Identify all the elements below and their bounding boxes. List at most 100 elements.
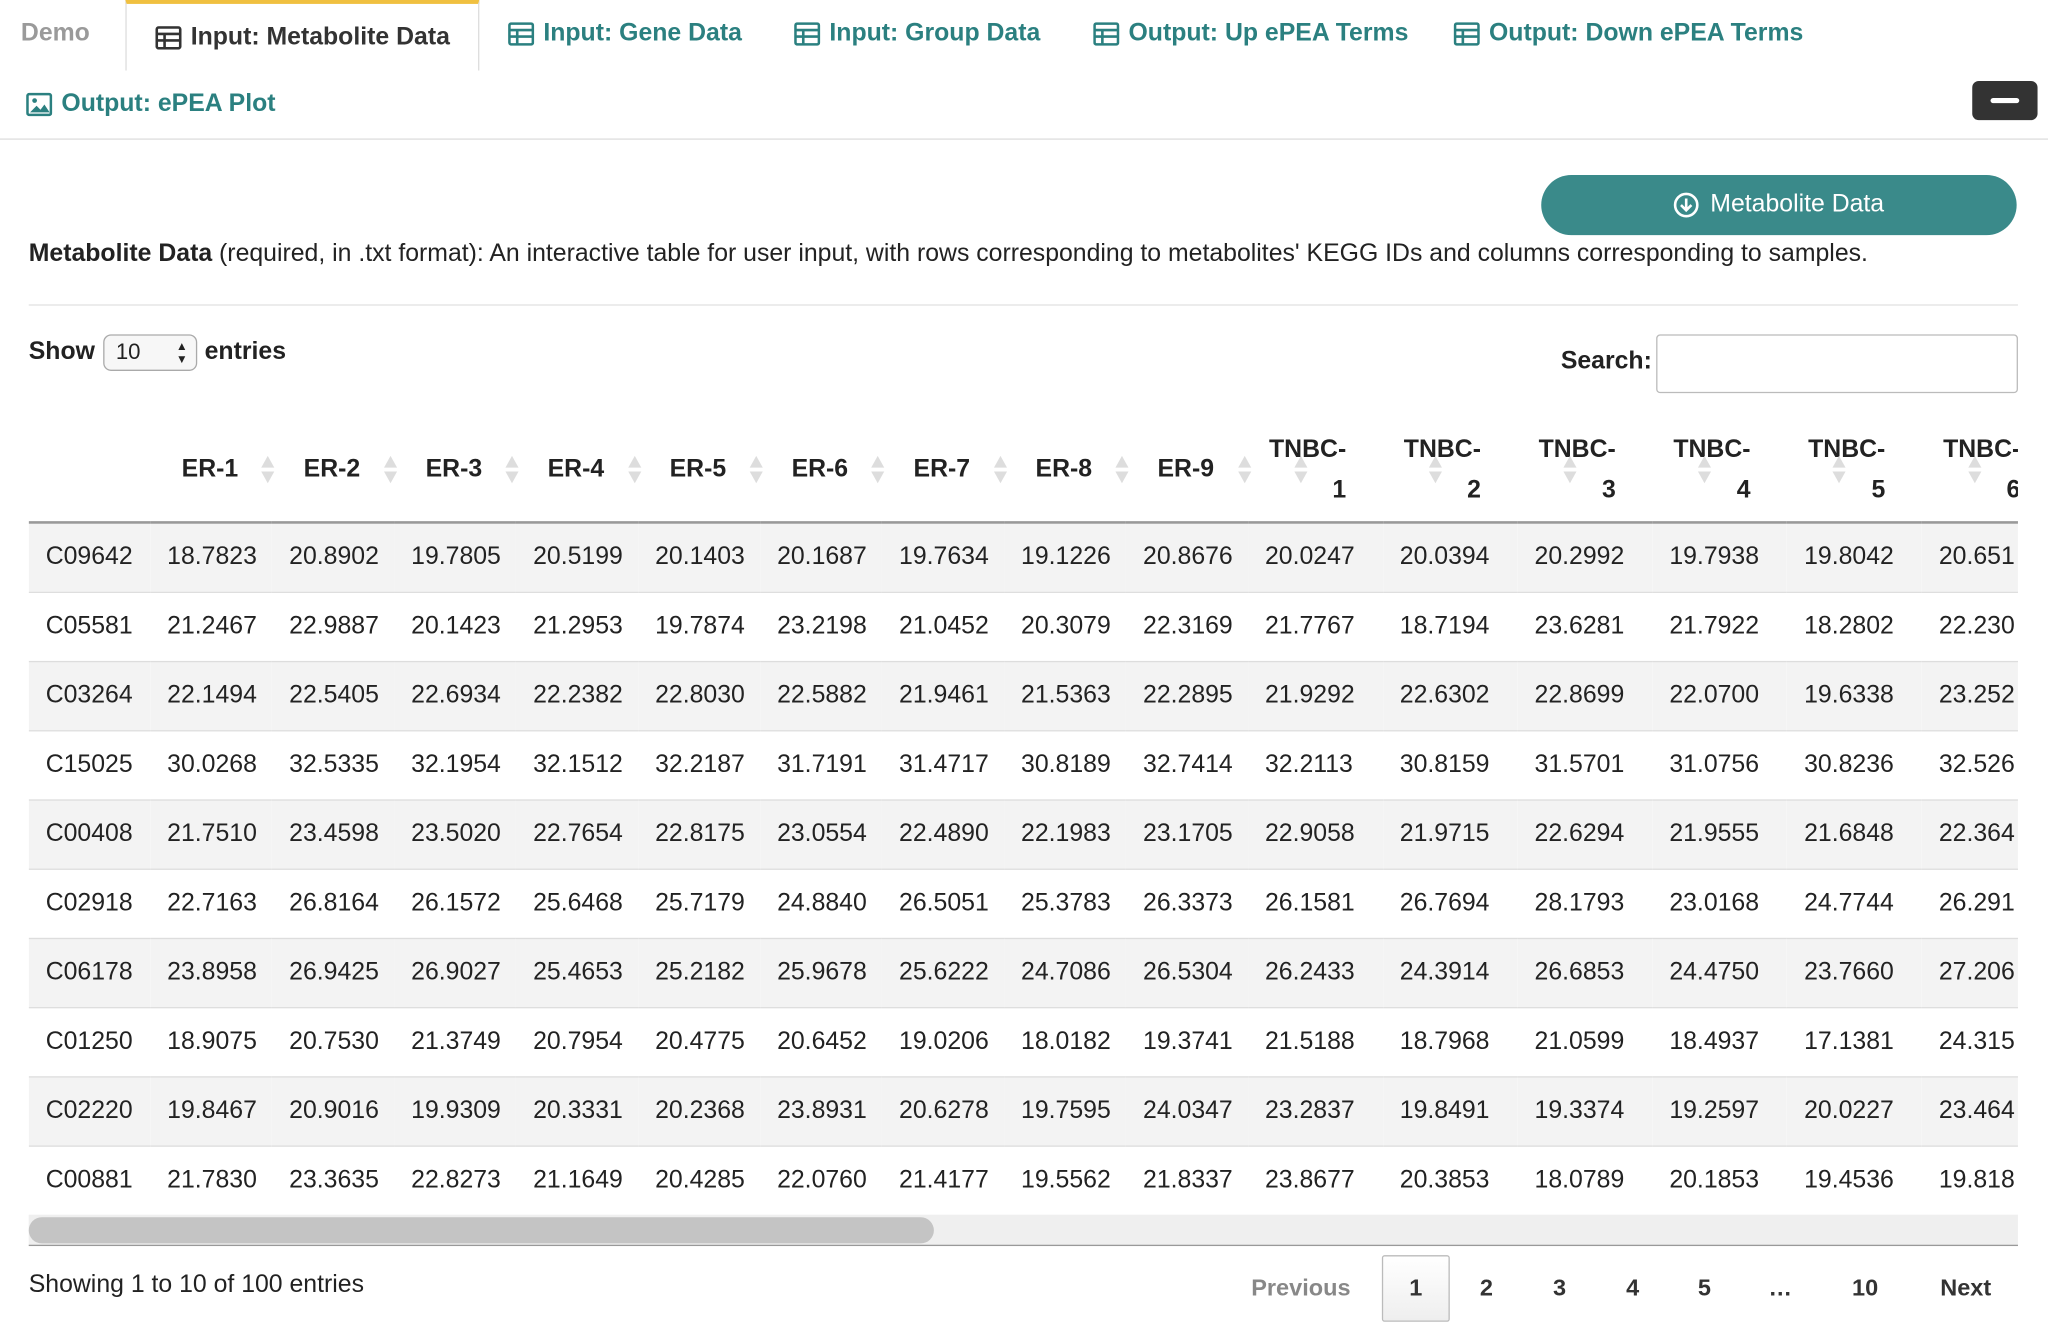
column-header[interactable]: ER-7 [882, 417, 1005, 524]
cell-value: 18.7194 [1382, 591, 1518, 661]
cell-value: 22.7654 [516, 798, 639, 869]
tab[interactable]: Input: Metabolite Data [125, 0, 480, 71]
cell-value: 22.8175 [638, 798, 761, 869]
tab[interactable]: Output: Up ePEA Terms [1093, 0, 1408, 68]
pagination-button[interactable]: 4 [1626, 1274, 1640, 1301]
scrollbar-thumb[interactable] [28, 1217, 934, 1244]
row-id: C02918 [28, 867, 151, 938]
pagination-button[interactable]: 1 [1381, 1255, 1450, 1322]
cell-value: 18.9075 [150, 1006, 273, 1077]
cell-value: 19.3374 [1517, 1075, 1653, 1146]
cell-value: 21.9292 [1248, 660, 1383, 731]
cell-value: 19.1226 [1004, 521, 1127, 592]
cell-value: 23.4598 [272, 798, 395, 869]
tab-label: Input: Gene Data [543, 19, 742, 48]
column-header[interactable]: ER-3 [394, 417, 517, 524]
column-header[interactable]: TNBC-4 [1652, 417, 1788, 524]
cell-value: 17.1381 [1787, 1006, 1922, 1077]
cell-value: 20.1423 [394, 591, 517, 661]
cell-value: 31.5701 [1517, 729, 1653, 800]
column-header-label: ER-4 [547, 455, 605, 484]
column-header[interactable]: ER-2 [272, 417, 395, 524]
cell-value: 24.4750 [1652, 937, 1788, 1008]
cell-value: 32.1954 [394, 729, 517, 800]
column-header[interactable]: TNBC-3 [1517, 417, 1653, 524]
row-id: C00881 [28, 1144, 151, 1215]
row-id: C00408 [28, 798, 151, 869]
cell-value: 30.8189 [1004, 729, 1127, 800]
column-header[interactable]: ER-8 [1004, 417, 1127, 524]
cell-value: 21.8337 [1126, 1144, 1249, 1215]
cell-value: 25.9678 [760, 937, 883, 1008]
tab[interactable]: Input: Gene Data [508, 0, 742, 68]
cell-value: 22.4890 [882, 798, 1005, 869]
cell-value: 22.3169 [1126, 591, 1249, 661]
column-header-label: ER-8 [1035, 455, 1093, 484]
cell-value: 21.3749 [394, 1006, 517, 1077]
cell-value: 21.9461 [882, 660, 1005, 731]
tab[interactable]: Output: ePEA Plot [26, 71, 276, 139]
row-id: C09642 [28, 521, 151, 592]
cell-value: 26.8164 [272, 867, 395, 938]
pagination-button[interactable]: 3 [1552, 1274, 1567, 1301]
row-id: C05581 [28, 591, 151, 661]
cell-value: 23.2198 [760, 591, 883, 661]
column-header[interactable]: TNBC-6 [1921, 417, 2018, 524]
cell-value: 21.6848 [1787, 798, 1922, 869]
cell-value: 21.4177 [882, 1144, 1005, 1215]
search-input[interactable] [1656, 334, 2018, 394]
cell-value: 22.9887 [272, 591, 395, 661]
pagination-button[interactable]: Next [1940, 1274, 1992, 1301]
cell-value: 22.5882 [760, 660, 883, 731]
cell-value: 22.0760 [760, 1144, 883, 1215]
cell-value: 19.6338 [1787, 660, 1922, 731]
cell-value: 25.6468 [516, 867, 639, 938]
column-header[interactable]: TNBC-5 [1787, 417, 1922, 524]
cell-value: 18.0182 [1004, 1006, 1127, 1077]
cell-value: 24.3914 [1382, 937, 1518, 1008]
cell-value: 32.2187 [638, 729, 761, 800]
show-label: Show [28, 338, 95, 366]
cell-value: 19.8042 [1787, 521, 1922, 592]
column-header[interactable]: ER-4 [516, 417, 639, 524]
cell-value: 25.6222 [882, 937, 1005, 1008]
cell-value: 25.3783 [1004, 867, 1127, 938]
cell-value: 23.1705 [1126, 798, 1249, 869]
pagination-button[interactable]: 2 [1479, 1274, 1493, 1301]
cell-value: 23.252 [1921, 660, 2018, 731]
column-header[interactable]: ER-1 [150, 417, 273, 524]
column-header[interactable]: ER-9 [1126, 417, 1249, 524]
cell-value: 19.2597 [1652, 1075, 1788, 1146]
pagination-button[interactable]: 10 [1852, 1274, 1879, 1301]
pagination-button[interactable]: 5 [1697, 1274, 1712, 1301]
pagination-button: … [1768, 1274, 1792, 1301]
cell-value: 20.1853 [1652, 1144, 1788, 1215]
cell-value: 21.0452 [882, 591, 1005, 661]
column-header[interactable]: TNBC-1 [1248, 417, 1383, 524]
cell-value: 18.4937 [1652, 1006, 1788, 1077]
cell-value: 20.5199 [516, 521, 639, 592]
column-header[interactable]: ER-5 [638, 417, 761, 524]
data-table: ER-1 ER-2 ER-3 ER-4 ER-5 ER-6 ER-7 ER-8 ER-9 TNBC… [28, 417, 2018, 1215]
cell-value: 19.0206 [882, 1006, 1005, 1077]
pagination-button[interactable]: Previous [1251, 1274, 1351, 1301]
cell-value: 22.6934 [394, 660, 517, 731]
tab[interactable]: Demo [21, 0, 90, 68]
cell-value: 20.8676 [1126, 521, 1249, 592]
cell-value: 21.2467 [150, 591, 273, 661]
column-header-label: ER-5 [669, 455, 727, 484]
tab[interactable]: Output: Down ePEA Terms [1453, 0, 1803, 68]
collapse-button[interactable] [1972, 80, 2038, 121]
download-button[interactable]: Metabolite Data [1541, 175, 2017, 236]
column-header[interactable]: ER-6 [760, 417, 883, 524]
tab[interactable]: Input: Group Data [794, 0, 1040, 68]
column-header[interactable]: TNBC-2 [1382, 417, 1518, 524]
download-label: Metabolite Data [1710, 190, 1885, 219]
cell-value: 32.5335 [272, 729, 395, 800]
cell-value: 30.8236 [1787, 729, 1922, 800]
cell-value: 19.7595 [1004, 1075, 1127, 1146]
page-length-select[interactable]: 10 [102, 334, 197, 371]
description-bold: Metabolite Data [28, 240, 213, 268]
table-icon [155, 25, 182, 49]
